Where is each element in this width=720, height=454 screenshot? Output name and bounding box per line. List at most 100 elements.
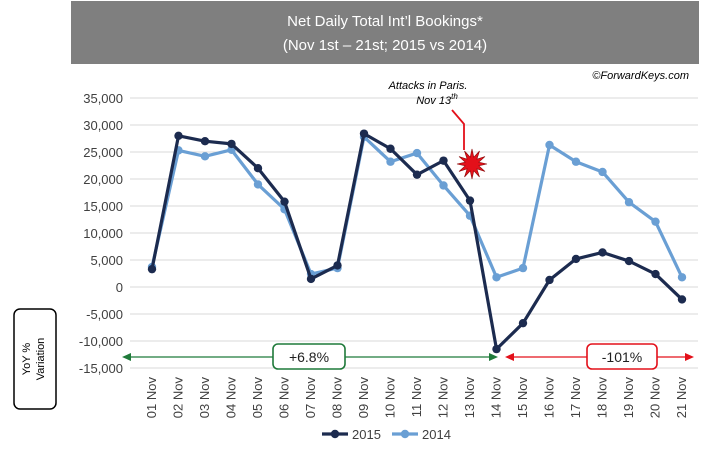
y-tick-label: 35,000 — [83, 91, 123, 106]
legend-label-2014: 2014 — [422, 427, 451, 442]
data-point-2015 — [651, 269, 660, 279]
x-tick-label: 15 Nov — [515, 377, 530, 419]
data-point-2015 — [518, 318, 528, 328]
data-point-2015 — [571, 254, 581, 264]
data-point-2015 — [412, 170, 422, 179]
data-point-2014 — [253, 180, 263, 189]
y-tick-label: 10,000 — [83, 226, 123, 241]
data-point-2015 — [174, 131, 183, 140]
data-point-2015 — [280, 197, 289, 206]
data-point-2015 — [386, 144, 395, 153]
x-tick-label: 01 Nov — [144, 377, 159, 419]
chart-subtitle: (Nov 1st – 21st; 2015 vs 2014) — [283, 37, 487, 54]
data-point-2014 — [518, 263, 528, 273]
before-arrow-left-head — [122, 353, 131, 361]
series-layer — [147, 129, 687, 354]
event-annotation: Attacks in Paris. Nov 13th — [388, 80, 488, 180]
x-tick-label: 21 Nov — [674, 377, 689, 419]
data-point-2015 — [147, 264, 157, 274]
data-point-2015 — [545, 275, 554, 285]
x-tick-label: 07 Nov — [303, 377, 318, 419]
y-label-box — [13, 308, 57, 410]
x-tick-label: 05 Nov — [250, 377, 265, 419]
x-tick-label: 08 Nov — [330, 377, 345, 419]
x-tick-label: 17 Nov — [568, 377, 583, 419]
title-banner — [71, 1, 699, 64]
y-tick-label: 15,000 — [83, 199, 123, 214]
event-label-date: Nov 13 — [416, 95, 452, 107]
before-arrow-right-head — [489, 353, 498, 361]
x-tick-label: 14 Nov — [489, 377, 504, 419]
y-tick-label: 20,000 — [83, 172, 123, 187]
before-label-box — [272, 343, 346, 370]
after-arrow-left-head — [505, 353, 514, 361]
data-point-2015 — [677, 295, 687, 304]
x-tick-label: 16 Nov — [542, 377, 557, 419]
y-tick-label: 25,000 — [83, 145, 123, 160]
x-tick-label: 03 Nov — [197, 377, 212, 419]
legend: 2015 2014 — [322, 427, 451, 442]
x-tick-label: 04 Nov — [224, 377, 239, 419]
y-tick-label: -10,000 — [79, 334, 123, 349]
x-tick-label: 12 Nov — [436, 377, 451, 419]
x-tick-label: 02 Nov — [171, 377, 186, 419]
event-label-line2: Nov 13th — [416, 92, 458, 107]
data-point-2014 — [677, 273, 687, 282]
after-label: -101% — [602, 349, 642, 365]
data-point-2015 — [492, 344, 501, 354]
x-axis-ticks: 01 Nov 02 Nov 03 Nov 04 Nov 05 Nov 06 Nov 07 N… — [144, 377, 689, 419]
data-point-2014 — [571, 157, 581, 166]
data-point-2014 — [439, 181, 448, 190]
explosion-icon — [456, 148, 488, 180]
data-point-2015 — [624, 256, 634, 266]
x-tick-label: 13 Nov — [462, 377, 477, 419]
legend-label-2015: 2015 — [352, 427, 381, 442]
y-tick-label: 5,000 — [90, 253, 123, 268]
data-point-2014 — [651, 217, 660, 226]
data-point-2014 — [200, 152, 210, 161]
y-tick-label: 30,000 — [83, 118, 123, 133]
before-period-arrow: +6.8% — [122, 343, 498, 370]
y-tick-label: -5,000 — [86, 307, 123, 322]
y-axis-ticks: 35,000 30,000 25,000 20,000 15,000 10,000 5,00… — [79, 91, 123, 376]
data-point-2014 — [386, 157, 395, 166]
series-line-2015 — [150, 132, 684, 351]
before-label: +6.8% — [289, 349, 329, 365]
data-point-2015 — [253, 164, 263, 173]
data-point-2014 — [598, 167, 607, 177]
data-point-2015 — [227, 139, 236, 149]
legend-marker-2015 — [330, 429, 340, 439]
data-point-2015 — [200, 137, 210, 146]
x-tick-label: 20 Nov — [648, 377, 663, 419]
data-point-2015 — [306, 274, 316, 284]
legend-marker-2014 — [400, 429, 410, 439]
x-tick-label: 09 Nov — [356, 377, 371, 419]
y-tick-label: 0 — [116, 280, 123, 295]
chart-title: Net Daily Total Int’l Bookings* — [287, 13, 483, 30]
x-tick-label: 11 Nov — [409, 377, 424, 418]
x-tick-label: 18 Nov — [595, 377, 610, 419]
y-axis-label: YoY % Variation — [21, 338, 47, 381]
data-point-2014 — [492, 273, 501, 282]
data-point-2015 — [598, 248, 607, 257]
y-label-line1: YoY % — [21, 343, 33, 376]
x-tick-label: 10 Nov — [383, 377, 398, 419]
data-point-2015 — [439, 156, 448, 165]
after-period-arrow: -101% — [505, 343, 694, 370]
after-label-box — [586, 343, 658, 370]
data-point-2014 — [624, 198, 634, 207]
y-label-line2: Variation — [35, 338, 47, 381]
data-point-2015 — [359, 129, 369, 138]
event-label-sup: th — [451, 92, 458, 101]
x-tick-label: 06 Nov — [277, 377, 292, 419]
gridlines — [130, 97, 698, 369]
event-label-line1: Attacks in Paris. — [388, 80, 468, 92]
x-tick-label: 19 Nov — [621, 377, 636, 419]
data-point-2014 — [412, 148, 422, 158]
y-tick-label: -15,000 — [79, 361, 123, 376]
after-arrow-right-head — [685, 353, 694, 361]
data-point-2015 — [333, 261, 342, 270]
source-credit: ©ForwardKeys.com — [592, 70, 689, 82]
data-point-2015 — [465, 196, 475, 205]
